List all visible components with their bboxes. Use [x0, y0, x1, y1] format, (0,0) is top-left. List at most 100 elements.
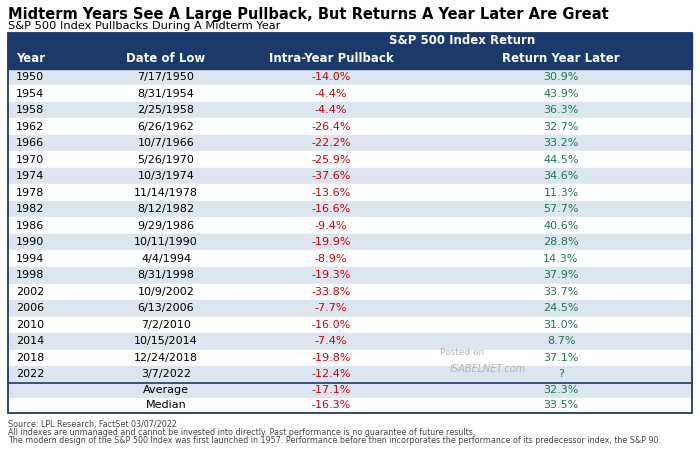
- Text: 32.7%: 32.7%: [543, 122, 579, 132]
- Text: -12.4%: -12.4%: [312, 369, 351, 379]
- Bar: [8, 383, 692, 398]
- Text: 10/11/1990: 10/11/1990: [134, 237, 198, 247]
- Text: -19.9%: -19.9%: [312, 237, 351, 247]
- Text: Posted on: Posted on: [440, 348, 484, 357]
- Text: -8.9%: -8.9%: [315, 254, 347, 264]
- Text: 5/26/1970: 5/26/1970: [138, 155, 195, 165]
- Text: 1970: 1970: [16, 155, 44, 165]
- Bar: [8, 33, 692, 49]
- Text: 1950: 1950: [16, 72, 44, 82]
- Bar: [8, 49, 692, 69]
- Text: 7/2/2010: 7/2/2010: [141, 320, 191, 330]
- Text: -7.4%: -7.4%: [315, 336, 347, 346]
- Text: -4.4%: -4.4%: [315, 89, 347, 99]
- Text: 24.5%: 24.5%: [543, 303, 579, 313]
- Text: 6/26/1962: 6/26/1962: [138, 122, 195, 132]
- Text: 9/29/1986: 9/29/1986: [137, 221, 195, 231]
- Text: 7/17/1950: 7/17/1950: [138, 72, 195, 82]
- Text: -25.9%: -25.9%: [312, 155, 351, 165]
- Text: 37.1%: 37.1%: [543, 353, 579, 363]
- Text: The modern design of the S&P 500 Index was first launched in 1957. Performance b: The modern design of the S&P 500 Index w…: [8, 436, 661, 445]
- Bar: [8, 398, 692, 412]
- Text: 1998: 1998: [16, 270, 44, 280]
- Text: -14.0%: -14.0%: [312, 72, 351, 82]
- Text: 30.9%: 30.9%: [543, 72, 579, 82]
- Bar: [8, 33, 692, 412]
- Text: Intra-Year Pullback: Intra-Year Pullback: [269, 53, 393, 66]
- Text: 44.5%: 44.5%: [543, 155, 579, 165]
- Bar: [8, 251, 692, 267]
- Text: 2010: 2010: [16, 320, 44, 330]
- Text: 1974: 1974: [16, 171, 44, 181]
- Bar: [8, 300, 692, 317]
- Text: 33.2%: 33.2%: [543, 138, 579, 148]
- Text: 11.3%: 11.3%: [543, 188, 579, 198]
- Text: 10/9/2002: 10/9/2002: [138, 287, 195, 297]
- Bar: [8, 333, 692, 350]
- Text: 8.7%: 8.7%: [547, 336, 575, 346]
- Text: Return Year Later: Return Year Later: [502, 53, 620, 66]
- Text: ?: ?: [558, 369, 564, 379]
- Text: Median: Median: [146, 400, 186, 410]
- Text: 8/12/1982: 8/12/1982: [137, 204, 195, 214]
- Text: 11/14/1978: 11/14/1978: [134, 188, 198, 198]
- Text: -37.6%: -37.6%: [312, 171, 351, 181]
- Text: 6/13/2006: 6/13/2006: [138, 303, 195, 313]
- Text: -33.8%: -33.8%: [312, 287, 351, 297]
- Text: 12/24/2018: 12/24/2018: [134, 353, 198, 363]
- Text: 1986: 1986: [16, 221, 44, 231]
- Text: 2002: 2002: [16, 287, 44, 297]
- Text: 31.0%: 31.0%: [543, 320, 579, 330]
- Text: 10/7/1966: 10/7/1966: [138, 138, 195, 148]
- Bar: [8, 168, 692, 185]
- Bar: [8, 218, 692, 234]
- Bar: [8, 152, 692, 168]
- Bar: [8, 102, 692, 119]
- Text: 37.9%: 37.9%: [543, 270, 579, 280]
- Text: 8/31/1954: 8/31/1954: [138, 89, 195, 99]
- Text: -19.8%: -19.8%: [312, 353, 351, 363]
- Text: 2014: 2014: [16, 336, 44, 346]
- Text: 1962: 1962: [16, 122, 44, 132]
- Text: 8/31/1998: 8/31/1998: [137, 270, 195, 280]
- Text: -22.2%: -22.2%: [312, 138, 351, 148]
- Text: -16.0%: -16.0%: [312, 320, 351, 330]
- Bar: [8, 135, 692, 152]
- Bar: [8, 317, 692, 333]
- Text: -9.4%: -9.4%: [315, 221, 347, 231]
- Text: 32.3%: 32.3%: [543, 385, 579, 395]
- Bar: [8, 350, 692, 366]
- Text: 33.5%: 33.5%: [543, 400, 579, 410]
- Text: 1982: 1982: [16, 204, 44, 214]
- Text: 28.8%: 28.8%: [543, 237, 579, 247]
- Text: Date of Low: Date of Low: [127, 53, 206, 66]
- Text: 2006: 2006: [16, 303, 44, 313]
- Text: 10/3/1974: 10/3/1974: [138, 171, 195, 181]
- Bar: [8, 366, 692, 383]
- Bar: [8, 201, 692, 218]
- Text: 2022: 2022: [16, 369, 44, 379]
- Text: -19.3%: -19.3%: [312, 270, 351, 280]
- Bar: [8, 119, 692, 135]
- Text: Midterm Years See A Large Pullback, But Returns A Year Later Are Great: Midterm Years See A Large Pullback, But …: [8, 7, 609, 22]
- Text: Average: Average: [143, 385, 189, 395]
- Text: 43.9%: 43.9%: [543, 89, 579, 99]
- Bar: [8, 185, 692, 201]
- Text: 36.3%: 36.3%: [543, 105, 579, 115]
- Text: 57.7%: 57.7%: [543, 204, 579, 214]
- Text: 2/25/1958: 2/25/1958: [137, 105, 195, 115]
- Text: 3/7/2022: 3/7/2022: [141, 369, 191, 379]
- Text: -4.4%: -4.4%: [315, 105, 347, 115]
- Text: 4/4/1994: 4/4/1994: [141, 254, 191, 264]
- Text: 14.3%: 14.3%: [543, 254, 579, 264]
- Text: -16.3%: -16.3%: [312, 400, 351, 410]
- Text: All indexes are unmanaged and cannot be invested into directly. Past performance: All indexes are unmanaged and cannot be …: [8, 427, 475, 437]
- Bar: [8, 234, 692, 251]
- Bar: [8, 86, 692, 102]
- Text: 33.7%: 33.7%: [543, 287, 579, 297]
- Bar: [8, 284, 692, 300]
- Text: 34.6%: 34.6%: [543, 171, 579, 181]
- Text: 40.6%: 40.6%: [543, 221, 579, 231]
- Text: -16.6%: -16.6%: [312, 204, 351, 214]
- Text: 1958: 1958: [16, 105, 44, 115]
